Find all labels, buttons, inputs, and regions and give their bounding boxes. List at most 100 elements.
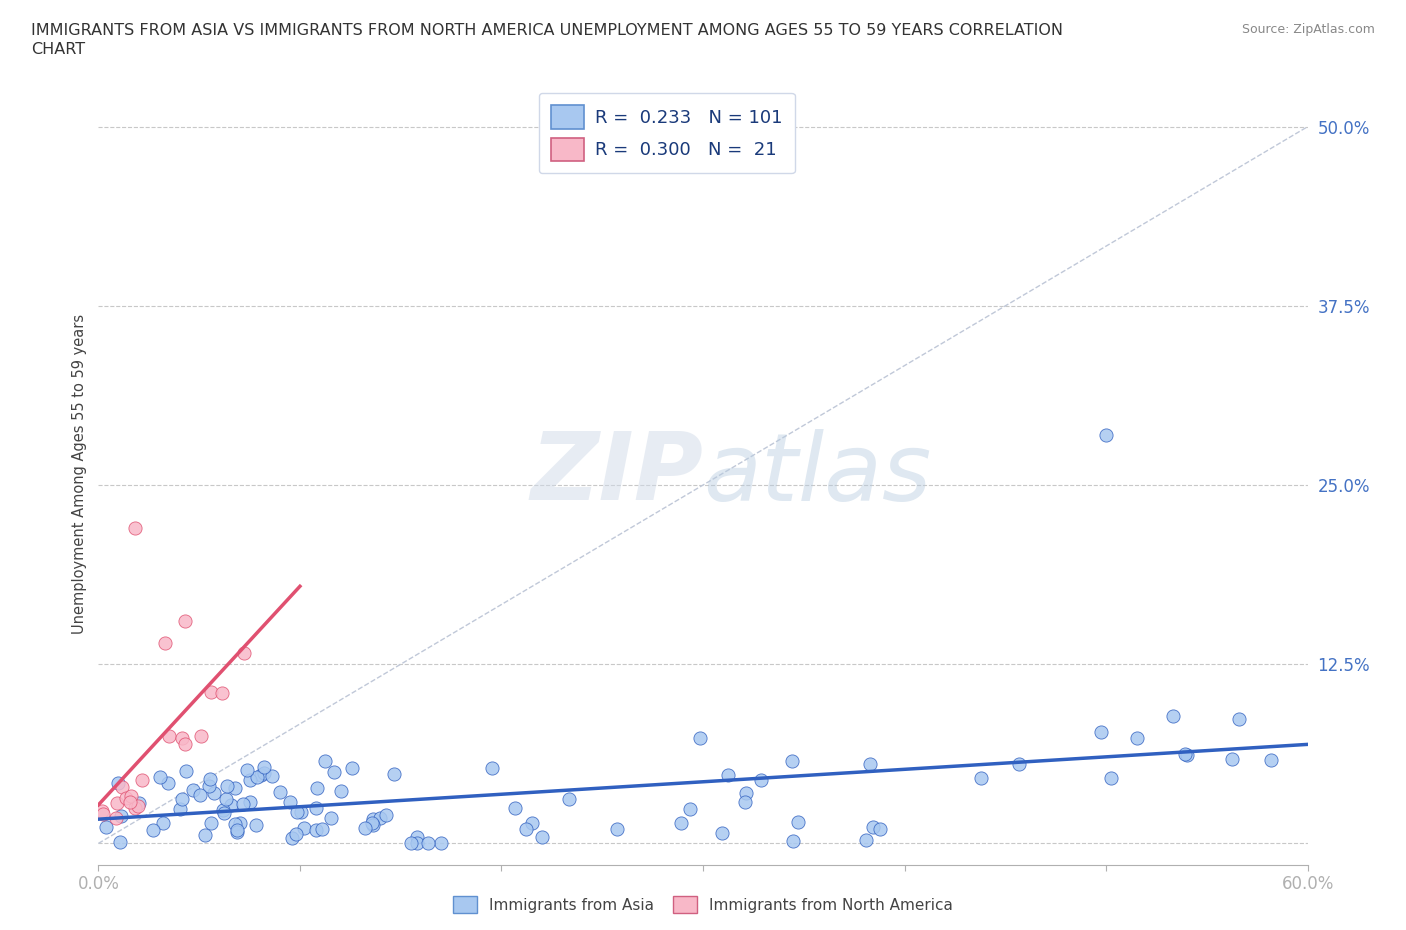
Point — [233, 645, 256, 660]
Point — [280, 830, 302, 845]
Point — [105, 795, 128, 810]
Point — [382, 767, 405, 782]
Point — [183, 783, 205, 798]
Point — [219, 798, 242, 813]
Point — [190, 728, 212, 743]
Point — [131, 773, 153, 788]
Point — [430, 836, 453, 851]
Point — [1174, 747, 1197, 762]
Point — [260, 768, 283, 783]
Point — [786, 815, 808, 830]
Point — [292, 820, 315, 835]
Text: IMMIGRANTS FROM ASIA VS IMMIGRANTS FROM NORTH AMERICA UNEMPLOYMENT AMONG AGES 55: IMMIGRANTS FROM ASIA VS IMMIGRANTS FROM … — [31, 23, 1063, 38]
Point — [246, 770, 269, 785]
Point — [734, 795, 756, 810]
Point — [406, 830, 429, 844]
Point — [284, 827, 307, 842]
Point — [859, 756, 882, 771]
Point — [211, 685, 233, 700]
Point — [782, 834, 804, 849]
Point — [340, 761, 363, 776]
Point — [91, 806, 114, 821]
Point — [1222, 751, 1244, 766]
Point — [374, 807, 396, 822]
Point — [174, 614, 197, 629]
Point — [91, 804, 114, 818]
Point — [111, 779, 134, 794]
Point — [558, 791, 581, 806]
Point — [236, 763, 259, 777]
Text: atlas: atlas — [703, 429, 931, 520]
Point — [314, 753, 336, 768]
Point — [363, 811, 385, 826]
Point — [1090, 725, 1112, 740]
Point — [120, 789, 142, 804]
Point — [1229, 711, 1251, 726]
Legend: R =  0.233   N = 101, R =  0.300   N =  21: R = 0.233 N = 101, R = 0.300 N = 21 — [538, 93, 794, 173]
Point — [970, 771, 993, 786]
Point — [530, 830, 553, 844]
Point — [124, 521, 146, 536]
Point — [115, 790, 138, 805]
Point — [253, 765, 276, 780]
Point — [152, 816, 174, 830]
Point — [174, 764, 197, 778]
Point — [1099, 771, 1122, 786]
Point — [399, 836, 422, 851]
Point — [307, 780, 329, 795]
Point — [212, 803, 235, 817]
Point — [124, 801, 146, 816]
Point — [330, 783, 353, 798]
Point — [319, 811, 342, 826]
Point — [149, 770, 172, 785]
Text: ZIP: ZIP — [530, 429, 703, 520]
Point — [198, 778, 221, 793]
Point — [250, 768, 273, 783]
Point — [1125, 730, 1147, 745]
Point — [416, 836, 439, 851]
Point — [170, 730, 193, 745]
Point — [361, 816, 384, 830]
Point — [224, 817, 246, 831]
Point — [855, 832, 877, 847]
Point — [238, 794, 260, 809]
Point — [1175, 748, 1198, 763]
Point — [105, 811, 128, 826]
Point — [515, 822, 537, 837]
Point — [110, 809, 132, 824]
Point — [157, 729, 180, 744]
Point — [503, 801, 526, 816]
Point — [253, 759, 276, 774]
Point — [305, 823, 328, 838]
Point — [361, 817, 384, 832]
Text: CHART: CHART — [31, 42, 84, 57]
Point — [194, 828, 217, 843]
Point — [862, 820, 884, 835]
Point — [127, 798, 149, 813]
Point — [157, 776, 180, 790]
Point — [174, 737, 197, 751]
Point — [290, 804, 312, 819]
Point — [1163, 709, 1185, 724]
Point — [669, 816, 692, 830]
Point — [245, 817, 267, 832]
Point — [734, 785, 756, 800]
Point — [869, 822, 891, 837]
Point — [689, 731, 711, 746]
Point — [232, 796, 254, 811]
Point — [188, 788, 211, 803]
Point — [780, 754, 803, 769]
Point — [212, 805, 235, 820]
Y-axis label: Unemployment Among Ages 55 to 59 years: Unemployment Among Ages 55 to 59 years — [72, 314, 87, 634]
Point — [239, 773, 262, 788]
Point — [269, 784, 291, 799]
Point — [522, 816, 544, 830]
Point — [1095, 428, 1118, 443]
Point — [107, 776, 129, 790]
Point — [716, 768, 738, 783]
Point — [169, 802, 191, 817]
Point — [606, 821, 628, 836]
Point — [200, 685, 222, 700]
Point — [200, 816, 222, 830]
Point — [305, 801, 328, 816]
